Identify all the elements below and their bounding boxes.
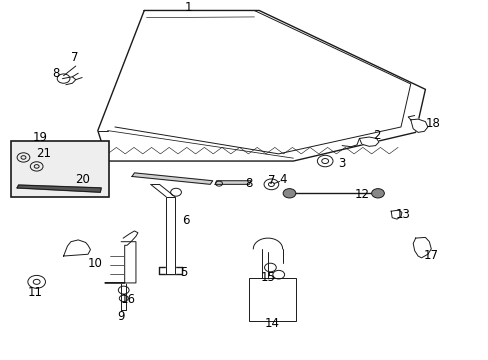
Text: 8: 8 [245,177,253,190]
Text: 14: 14 [264,317,279,330]
Text: 20: 20 [75,173,89,186]
Bar [11,141,108,197]
Text: 19: 19 [33,131,47,144]
Text: 18: 18 [425,117,439,130]
Text: 7: 7 [267,174,275,187]
Text: 10: 10 [88,257,102,270]
Text: 12: 12 [354,188,368,201]
Text: 2: 2 [372,130,380,143]
Polygon shape [215,181,250,184]
Polygon shape [166,197,175,274]
Text: 15: 15 [260,271,275,284]
Text: 1: 1 [184,1,192,14]
Text: 9: 9 [117,310,125,323]
Text: 21: 21 [37,147,51,159]
Text: 5: 5 [179,266,187,279]
Text: 3: 3 [338,157,346,170]
Text: 11: 11 [28,286,42,299]
Polygon shape [359,137,378,147]
Text: 6: 6 [182,214,189,227]
Polygon shape [410,119,427,132]
Polygon shape [412,237,430,258]
Polygon shape [17,185,101,192]
Text: 17: 17 [423,249,438,262]
Text: 8: 8 [52,67,60,80]
Polygon shape [390,210,401,219]
Polygon shape [63,240,90,256]
Text: 7: 7 [70,50,78,64]
Circle shape [371,189,384,198]
Text: 4: 4 [279,173,287,186]
Text: 13: 13 [395,208,410,221]
Bar [249,278,295,320]
Text: 16: 16 [121,293,136,306]
Polygon shape [105,242,136,283]
Polygon shape [98,10,425,161]
Polygon shape [132,173,212,184]
Circle shape [283,189,295,198]
